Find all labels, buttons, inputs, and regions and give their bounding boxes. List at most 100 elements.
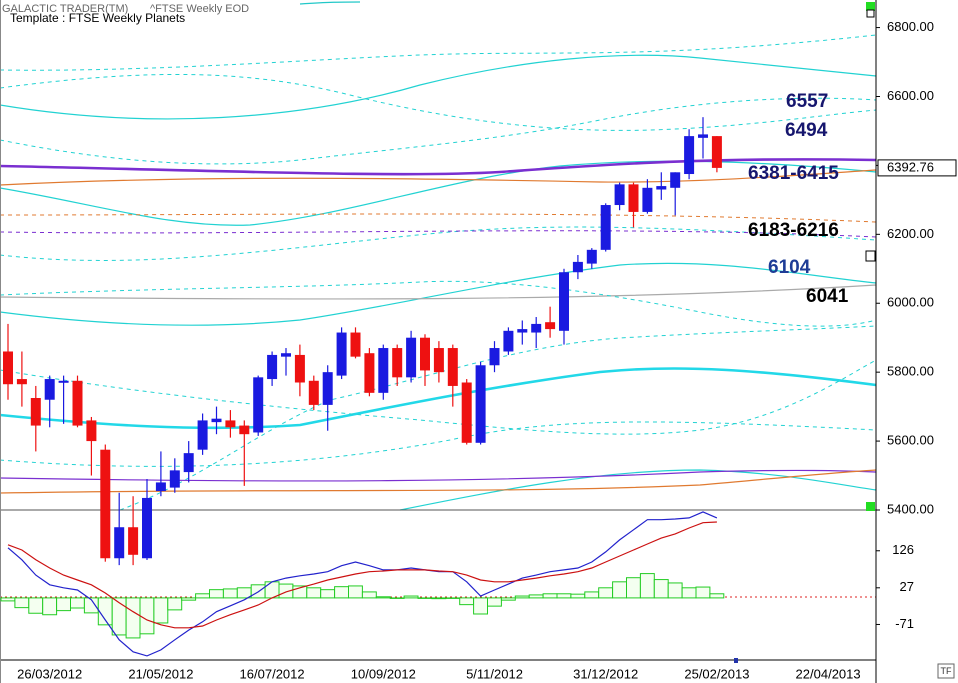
candle-body: [642, 187, 653, 212]
candle-body: [114, 527, 125, 559]
scale-button[interactable]: [866, 9, 875, 18]
histogram-bar: [487, 597, 502, 607]
candle-body: [600, 205, 611, 250]
candle-body: [72, 380, 83, 426]
planet-line: [399, 469, 877, 511]
y-tick-label: 6000.00: [887, 295, 934, 310]
planet-line: [0, 169, 877, 186]
level-annotation: 6381-6415: [748, 163, 839, 184]
candle-body: [30, 398, 41, 426]
candle-body: [475, 365, 486, 443]
candle-body: [225, 420, 236, 428]
level-annotation: 6041: [806, 286, 849, 307]
histogram-bar: [306, 587, 322, 599]
histogram-bar: [584, 591, 600, 599]
candle-body: [86, 420, 97, 442]
histogram-bar: [195, 593, 211, 599]
histogram-bar: [667, 582, 683, 599]
histogram-bar: [459, 597, 475, 606]
histogram-bar: [42, 597, 58, 616]
x-tick-label: 31/12/2012: [573, 666, 638, 681]
y-tick-label: 5400.00: [887, 501, 934, 516]
candle-body: [336, 332, 347, 376]
planet-line: [299, 1, 361, 5]
x-tick-label: 16/07/2012: [240, 666, 305, 681]
candle-body: [531, 323, 542, 333]
histogram-bar: [125, 597, 141, 639]
histogram-bar: [626, 577, 641, 599]
planet-line: [0, 421, 877, 467]
planet-line: [119, 325, 877, 511]
histogram-bar: [403, 595, 419, 599]
candle-body: [433, 348, 444, 373]
candle-body: [420, 337, 430, 371]
candles: [3, 117, 722, 566]
planet-line: [0, 469, 877, 482]
histogram-bar: [500, 597, 516, 601]
scale-handle[interactable]: [866, 2, 875, 11]
candle-body: [281, 353, 291, 357]
candle-body: [378, 348, 389, 393]
corner-button[interactable]: [937, 663, 955, 679]
x-tick-label: 5/11/2012: [466, 666, 523, 681]
candle-body: [586, 249, 597, 264]
candle-body: [183, 453, 194, 473]
histogram-bar: [514, 595, 530, 599]
histogram-bar: [334, 586, 350, 599]
histogram-bar: [445, 597, 461, 599]
planet-line: [0, 97, 877, 165]
indicator-line: [7, 511, 718, 657]
x-tick-label: 26/03/2012: [17, 666, 82, 681]
histogram-bar: [417, 597, 433, 599]
candle-body: [58, 380, 69, 383]
candle-body: [169, 470, 180, 488]
histogram-bar: [0, 597, 16, 602]
corner-label[interactable]: TF: [941, 666, 952, 676]
candle-body: [406, 337, 417, 378]
candle-body: [16, 379, 27, 385]
chart-title: ^FTSE Weekly EOD: [150, 3, 249, 15]
histogram-bar: [681, 587, 697, 599]
histogram-bar: [153, 597, 169, 624]
cursor-box[interactable]: [865, 250, 876, 262]
y-tick-label: 6600.00: [887, 88, 934, 103]
histogram-bar: [348, 585, 363, 599]
scale-handle[interactable]: [866, 502, 875, 511]
y-tick-label: 5600.00: [887, 433, 934, 448]
level-annotation: 6183-6216: [748, 220, 839, 241]
histogram-bar: [375, 596, 391, 599]
candle-body: [350, 332, 361, 357]
histogram-bar: [639, 573, 655, 599]
histogram-bar: [14, 597, 30, 609]
histogram-bar: [181, 597, 197, 601]
histogram-bar: [695, 586, 711, 599]
histogram-bar: [431, 597, 447, 600]
candle-body: [128, 527, 139, 555]
y-tick-label: 6200.00: [887, 226, 934, 241]
candle-body: [656, 186, 667, 190]
x-tick-label: 21/05/2012: [128, 666, 193, 681]
candle-body: [211, 418, 222, 423]
candle-body: [100, 449, 111, 559]
histogram-bar: [70, 597, 85, 609]
x-tick-label: 22/04/2013: [796, 666, 861, 681]
histogram-bar: [28, 597, 44, 614]
candle-body: [197, 420, 208, 450]
histogram: [0, 573, 725, 639]
candle-body: [3, 351, 13, 385]
histogram-bar: [528, 594, 544, 599]
x-tick-label: 25/02/2013: [684, 666, 749, 681]
histogram-bar: [709, 593, 725, 599]
candle-body: [684, 136, 695, 175]
candle-body: [239, 425, 250, 435]
candle-body: [142, 497, 152, 559]
candle-body: [628, 184, 639, 212]
planet-line: [0, 226, 877, 261]
chart-subtitle: Template : FTSE Weekly Planets: [10, 11, 185, 25]
last-value-box: [877, 159, 957, 177]
level-annotation: 6557: [786, 91, 828, 112]
histogram-bar: [598, 587, 614, 599]
histogram-bar: [542, 593, 558, 599]
histogram-bar: [570, 593, 586, 599]
